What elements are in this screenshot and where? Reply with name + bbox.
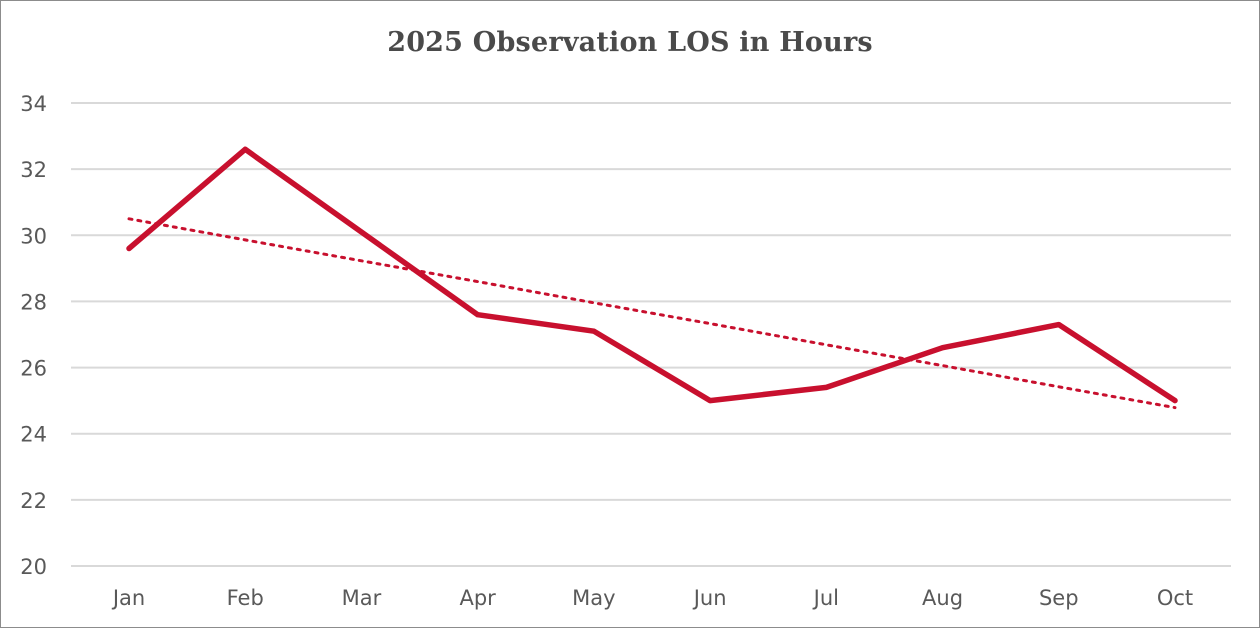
- data-point: [358, 229, 364, 235]
- x-tick-label: Oct: [1157, 586, 1193, 610]
- data-point: [475, 312, 481, 318]
- y-tick-label: 28: [20, 290, 47, 314]
- data-point: [707, 398, 713, 404]
- x-tick-label: Jun: [692, 586, 727, 610]
- x-tick-label: Sep: [1039, 586, 1079, 610]
- x-tick-label: Aug: [922, 586, 963, 610]
- data-point: [1056, 322, 1062, 328]
- y-tick-label: 34: [20, 92, 47, 116]
- y-axis-tick-labels: 20 22 24 26 28 30 32 34: [20, 92, 47, 579]
- data-point: [823, 384, 829, 390]
- y-tick-label: 30: [20, 224, 47, 248]
- x-tick-label: May: [572, 586, 615, 610]
- x-tick-label: Feb: [227, 586, 264, 610]
- y-tick-label: 26: [20, 357, 47, 381]
- los-hours-series-line: [126, 146, 1178, 404]
- y-tick-label: 24: [20, 423, 47, 447]
- data-point: [591, 328, 597, 334]
- data-point: [126, 246, 132, 252]
- gridlines: [71, 102, 1231, 567]
- y-tick-label: 22: [20, 489, 47, 513]
- y-tick-label: 20: [20, 555, 47, 579]
- chart-title: 2025 Observation LOS in Hours: [387, 27, 873, 58]
- data-point: [1172, 398, 1178, 404]
- y-tick-label: 32: [20, 158, 47, 182]
- data-point: [242, 146, 248, 152]
- x-tick-label: Jul: [812, 586, 839, 610]
- x-tick-label: Mar: [342, 586, 382, 610]
- x-tick-label: Jan: [111, 586, 145, 610]
- x-tick-label: Apr: [459, 586, 496, 610]
- series-lines: [126, 146, 1178, 410]
- trendline-series: [127, 217, 1177, 410]
- data-point: [940, 345, 946, 351]
- x-axis-tick-labels: Jan Feb Mar Apr May Jun Jul Aug Sep Oct: [111, 586, 1193, 610]
